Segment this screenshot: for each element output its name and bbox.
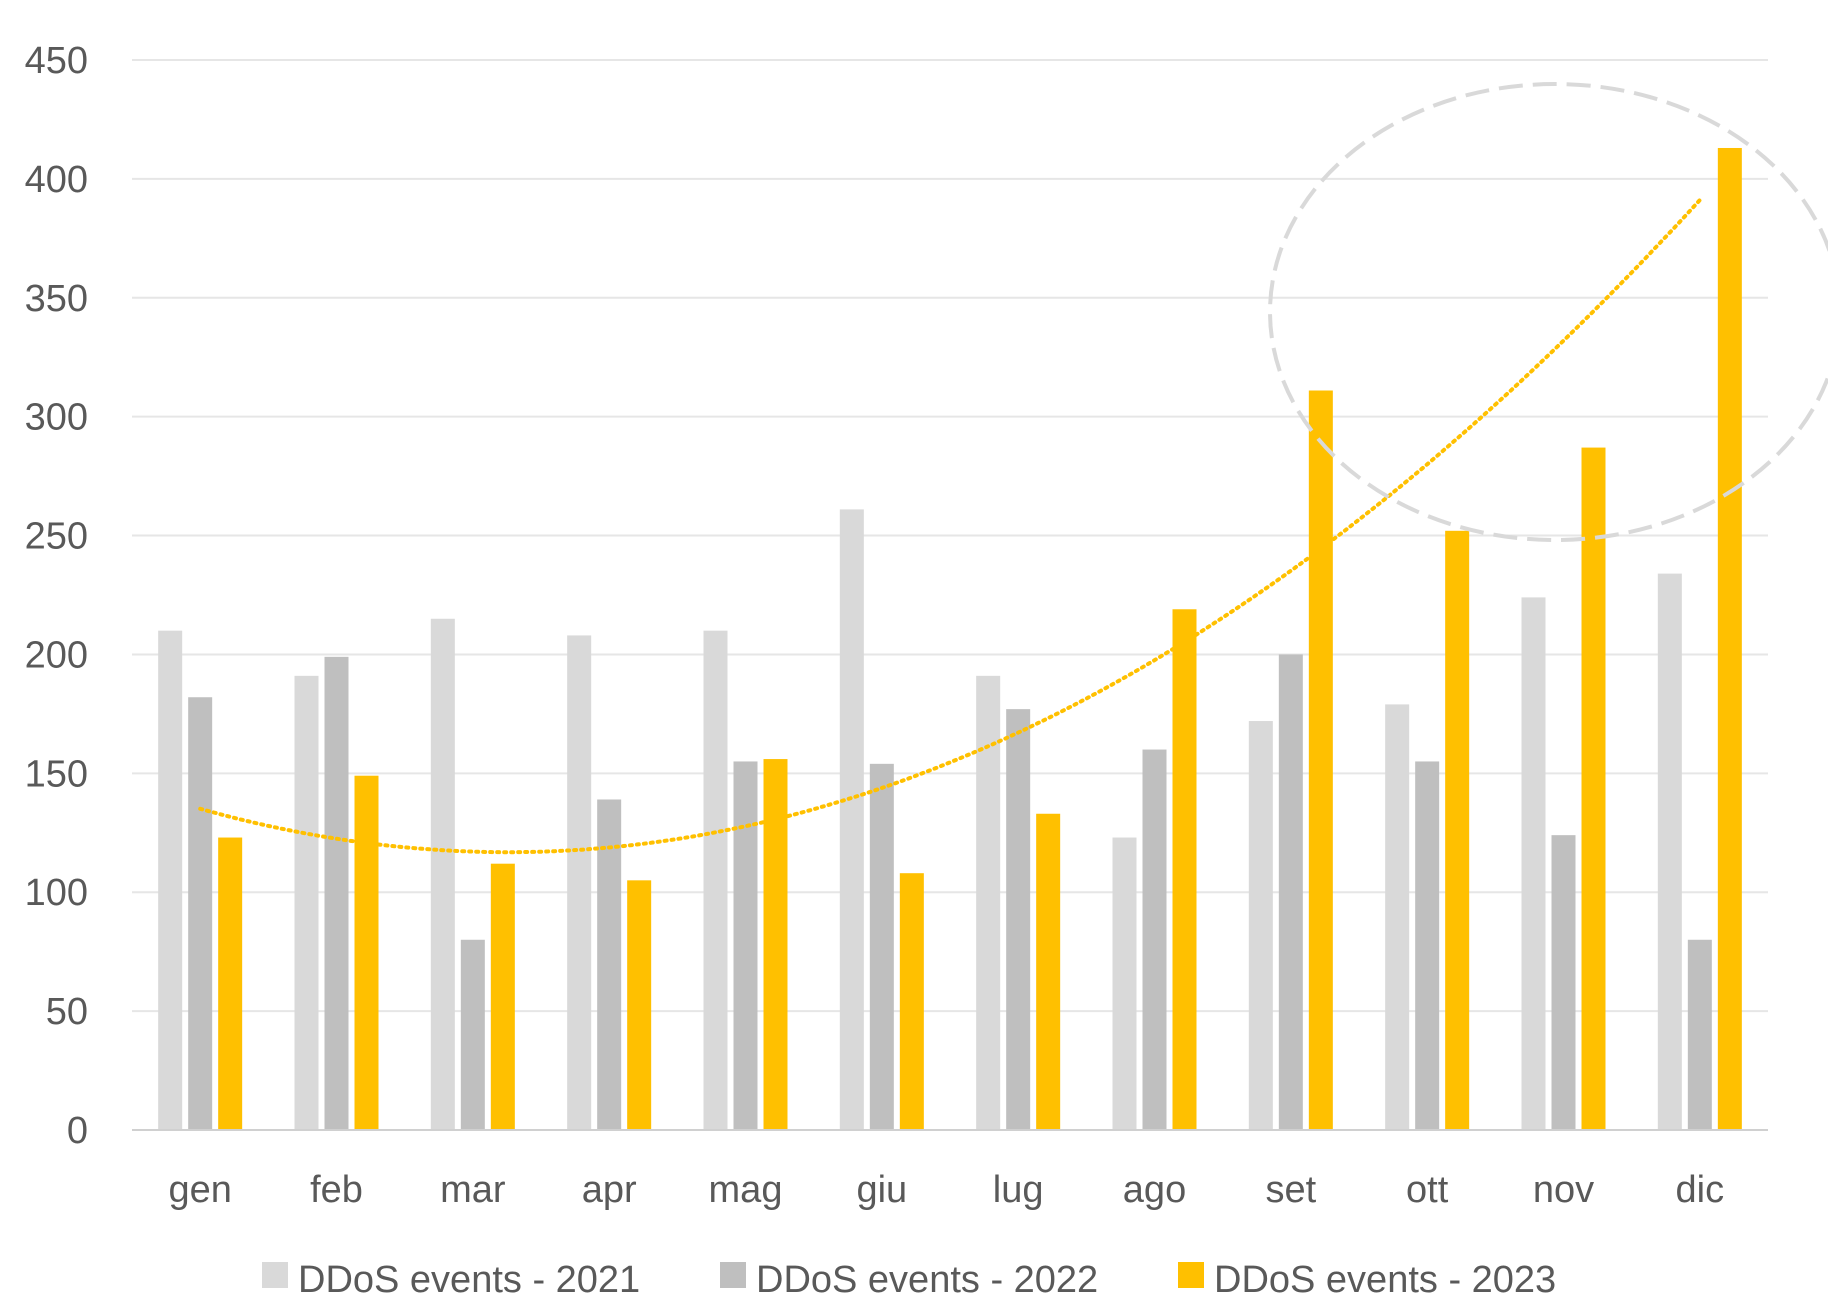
legend-swatch (262, 1262, 288, 1288)
grid-layer (132, 59, 1768, 1013)
bar-ott-series-2 (1415, 761, 1440, 1130)
x-tick-label: ott (1406, 1169, 1449, 1211)
bar-apr-series-2 (597, 799, 622, 1130)
y-tick-label: 350 (25, 278, 88, 320)
x-tick-label: feb (310, 1169, 363, 1211)
bar-gen-series-3 (218, 837, 243, 1130)
highlight-layer (1268, 82, 1828, 542)
bar-apr-series-1 (567, 635, 592, 1130)
x-tick-label: lug (993, 1169, 1044, 1211)
x-tick-label: mag (709, 1169, 783, 1211)
bar-layer (158, 147, 1742, 1131)
bar-gen-series-1 (158, 630, 183, 1130)
y-tick-label: 450 (25, 40, 88, 82)
legend-label: DDoS events - 2021 (298, 1259, 640, 1298)
x-tick-label: mar (440, 1169, 506, 1211)
bar-lug-series-3 (1036, 813, 1061, 1130)
trendline-2023 (198, 198, 1702, 855)
bar-ago-series-2 (1142, 749, 1167, 1130)
bar-feb-series-1 (294, 675, 319, 1130)
bar-feb-series-3 (354, 775, 379, 1130)
bar-dic-series-3 (1717, 147, 1742, 1130)
x-tick-label: set (1265, 1169, 1316, 1211)
x-tick-label: ago (1123, 1169, 1186, 1211)
x-tick-label: nov (1533, 1169, 1594, 1211)
x-tick-label: giu (856, 1169, 907, 1211)
bar-giu-series-2 (869, 763, 894, 1130)
bar-giu-series-3 (899, 873, 924, 1130)
y-tick-label: 300 (25, 397, 88, 439)
y-tick-label: 100 (25, 872, 88, 914)
y-tick-label: 0 (67, 1110, 88, 1152)
axis-layer: 0 50 100 150 200 250 300 350 400 450 gen feb mar apr m… (25, 40, 1768, 1211)
bar-mag-series-2 (733, 761, 758, 1130)
legend-layer: DDoS events - 2021 DDoS events - 2022 DDoS… (262, 1259, 1556, 1298)
bar-set-series-3 (1308, 390, 1333, 1130)
bar-mar-series-1 (430, 618, 455, 1130)
y-tick-label: 200 (25, 634, 88, 676)
x-tick-label: apr (582, 1169, 637, 1211)
bar-ott-series-1 (1385, 704, 1410, 1130)
bar-nov-series-1 (1521, 597, 1546, 1130)
bar-apr-series-3 (627, 880, 652, 1130)
bar-ott-series-3 (1445, 530, 1470, 1130)
bar-nov-series-3 (1581, 447, 1606, 1131)
highlight-ellipse (1268, 82, 1828, 542)
bar-ago-series-1 (1112, 837, 1137, 1130)
bar-mar-series-2 (460, 939, 485, 1130)
bar-ago-series-3 (1172, 609, 1197, 1130)
bar-lug-series-1 (976, 675, 1001, 1130)
legend-label: DDoS events - 2022 (756, 1259, 1098, 1298)
bar-set-series-2 (1278, 654, 1303, 1130)
trend-layer (198, 198, 1702, 855)
bar-dic-series-2 (1687, 939, 1712, 1130)
bar-giu-series-1 (839, 509, 864, 1130)
bar-lug-series-2 (1006, 709, 1031, 1130)
bar-mag-series-1 (703, 630, 728, 1130)
x-tick-label: gen (168, 1169, 231, 1211)
y-tick-label: 150 (25, 753, 88, 795)
legend-swatch (1178, 1262, 1204, 1288)
legend-label: DDoS events - 2023 (1214, 1259, 1556, 1298)
legend-swatch (720, 1262, 746, 1288)
bar-mar-series-3 (490, 863, 515, 1130)
y-tick-label: 400 (25, 159, 88, 201)
bar-dic-series-1 (1657, 573, 1682, 1130)
bar-feb-series-2 (324, 656, 349, 1130)
y-tick-label: 50 (46, 991, 88, 1033)
x-tick-label: dic (1676, 1169, 1725, 1211)
bar-gen-series-2 (188, 697, 213, 1130)
bar-set-series-1 (1248, 721, 1273, 1130)
y-tick-label: 250 (25, 516, 88, 558)
bar-nov-series-2 (1551, 835, 1576, 1130)
bar-mag-series-3 (763, 759, 788, 1130)
